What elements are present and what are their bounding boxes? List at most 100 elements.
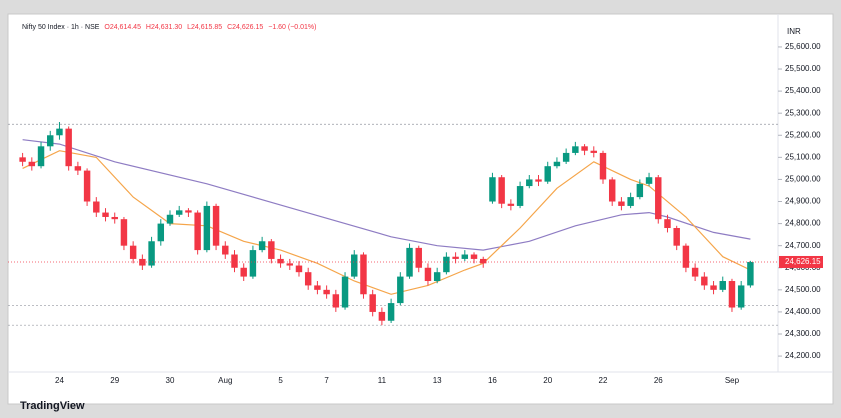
candle-body (185, 210, 192, 213)
candle-body (636, 183, 644, 198)
candle-body (258, 241, 266, 251)
candle-body (240, 267, 247, 277)
candle-body (590, 150, 598, 153)
candle-body (608, 179, 616, 202)
candle-body (627, 197, 634, 206)
candle-body (719, 281, 726, 290)
candle-body (102, 212, 109, 217)
candle-body (120, 219, 128, 246)
candle-body (304, 272, 312, 286)
candle-body (19, 157, 26, 162)
candle-body (37, 146, 45, 167)
currency-label: INR (787, 27, 801, 36)
x-tick-label: 7 (324, 376, 329, 385)
y-tick-label: 25,200.00 (785, 130, 821, 139)
ohlc-close: C24,626.15 (227, 24, 264, 31)
candle-body (65, 128, 72, 167)
candle-body (645, 177, 653, 184)
x-tick-label: 20 (543, 376, 552, 385)
ohlc-open: O24,614.45 (104, 24, 141, 31)
candle-body (166, 214, 174, 224)
candle-body (618, 201, 625, 206)
candle-body (277, 258, 284, 264)
x-tick-label: 11 (378, 376, 387, 385)
candle-body (572, 146, 579, 153)
symbol-title: Nifty 50 Index · 1h · NSE (22, 24, 100, 31)
y-tick-label: 24,900.00 (785, 197, 821, 206)
x-tick-label: 13 (433, 376, 442, 385)
ohlc-high: H24,631.30 (145, 24, 183, 31)
candle-body (526, 179, 533, 187)
x-tick-label: 22 (599, 376, 608, 385)
candle-body (415, 247, 422, 268)
watermark: TradingView (20, 400, 85, 412)
candle-body (452, 256, 459, 259)
candle-body (737, 285, 745, 308)
candle-body (56, 128, 63, 136)
x-tick-label: 16 (488, 376, 497, 385)
candle-body (655, 177, 662, 220)
candle-body (378, 311, 386, 321)
y-tick-label: 25,500.00 (785, 64, 821, 73)
y-tick-label: 24,300.00 (785, 329, 821, 338)
x-tick-label: 30 (166, 376, 175, 385)
candle-body (424, 267, 432, 282)
y-tick-label: 25,300.00 (785, 108, 821, 117)
y-tick-label: 24,800.00 (785, 219, 821, 228)
candle-body (148, 241, 155, 266)
candle-body (544, 166, 551, 182)
candle-body (323, 289, 330, 295)
candle-body (83, 170, 91, 202)
candle-body (507, 203, 515, 206)
x-tick-label: 26 (654, 376, 663, 385)
candle-body (222, 245, 229, 255)
candle-body (516, 186, 524, 206)
candle-body (332, 294, 340, 308)
candle-body (470, 254, 478, 259)
candle-body (397, 276, 404, 304)
x-tick-label: Aug (218, 376, 232, 385)
candle-body (93, 201, 100, 213)
candle-body (664, 219, 671, 229)
candle-body (498, 177, 505, 204)
candle-body (369, 294, 376, 312)
candle-body (443, 256, 450, 273)
candle-body (406, 247, 413, 277)
candle-body (701, 276, 708, 286)
x-tick-label: 5 (278, 376, 283, 385)
candle-body (175, 210, 183, 215)
candle-body (249, 250, 257, 277)
x-tick-label: Sep (725, 376, 740, 385)
candle-body (129, 245, 137, 259)
candle-body (461, 254, 469, 259)
y-tick-label: 25,100.00 (785, 152, 821, 161)
candle-body (295, 265, 303, 273)
candle-body (747, 261, 754, 286)
candle-body (111, 216, 118, 220)
candle-body (139, 258, 146, 266)
candle-body (599, 152, 607, 180)
candle-body (74, 166, 82, 171)
chart-panel (7, 13, 834, 405)
candle-body (157, 223, 165, 242)
candle-body (28, 161, 36, 167)
candle-body (553, 161, 561, 167)
candle-body (360, 254, 367, 295)
candle-body (212, 205, 220, 246)
y-tick-label: 25,000.00 (785, 175, 821, 184)
candle-body (682, 245, 690, 268)
y-tick-label: 25,600.00 (785, 42, 821, 51)
x-tick-label: 29 (110, 376, 119, 385)
candle-body (710, 285, 717, 290)
candle-body (314, 285, 321, 290)
candle-body (535, 179, 542, 182)
candle-body (47, 135, 54, 147)
candle-body (387, 303, 395, 321)
y-tick-label: 24,200.00 (785, 351, 821, 360)
candle-body (673, 228, 680, 246)
candle-body (286, 263, 293, 266)
candle-body (480, 258, 487, 264)
candle-body (728, 281, 736, 308)
